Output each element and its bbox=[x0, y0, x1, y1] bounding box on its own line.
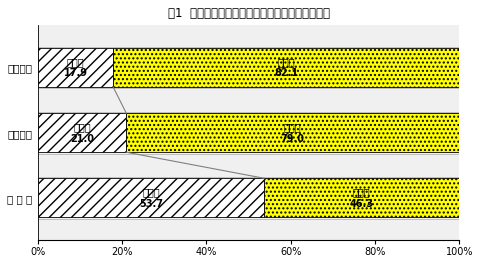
Bar bbox=[38, 48, 113, 87]
Text: 53.7: 53.7 bbox=[139, 199, 163, 209]
Text: 卵売業: 卵売業 bbox=[142, 188, 160, 197]
Title: 囱1  事業所数，従業者数，販売額の業種別構成比: 囱1 事業所数，従業者数，販売額の業種別構成比 bbox=[168, 7, 330, 20]
Text: 79.0: 79.0 bbox=[281, 134, 305, 144]
Text: 82.1: 82.1 bbox=[274, 68, 298, 78]
Bar bbox=[264, 178, 459, 217]
Text: 17.9: 17.9 bbox=[63, 68, 87, 78]
Text: 小売業: 小売業 bbox=[353, 188, 371, 197]
Bar bbox=[126, 113, 459, 152]
Text: 21.0: 21.0 bbox=[70, 134, 94, 144]
Text: 小売業: 小売業 bbox=[284, 122, 301, 133]
Text: 卵売業: 卵売業 bbox=[73, 122, 91, 133]
Text: 46.3: 46.3 bbox=[350, 199, 374, 209]
Bar bbox=[113, 48, 459, 87]
Text: 卵売業: 卵売業 bbox=[67, 57, 84, 67]
Text: 小売業: 小売業 bbox=[277, 57, 295, 67]
Bar bbox=[38, 113, 126, 152]
Bar bbox=[38, 178, 264, 217]
